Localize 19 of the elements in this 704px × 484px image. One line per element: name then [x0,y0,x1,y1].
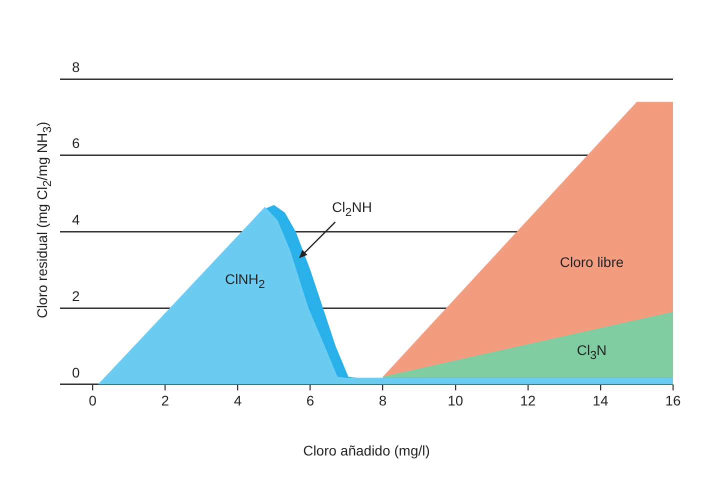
x-tick-label: 0 [88,392,97,409]
x-tick-label: 2 [161,392,170,409]
text: Cl$_{2}$NH [332,198,372,219]
x-tick-label: 14 [592,392,608,409]
x-tick-label: 10 [448,392,464,409]
x-tick-label: 4 [234,392,242,409]
y-tick-label: 2 [72,288,80,304]
x-axis-title: Cloro añadido (mg/l) [303,442,430,458]
series-label: Cloro libre [560,254,624,270]
series-label: ClNH$_{2}$ [225,271,265,292]
y-tick-label: 8 [72,58,80,75]
x-tick-label: 16 [665,392,681,409]
series-label: Cl$_{3}$N [576,342,607,362]
x-tick-label: 8 [378,392,387,409]
x-tick-label: 6 [306,392,314,409]
y-tick-label: 0 [72,364,80,380]
x-tick-label: 12 [520,392,536,409]
y-tick-label: 4 [72,212,80,228]
y-tick-label: 6 [72,135,80,152]
